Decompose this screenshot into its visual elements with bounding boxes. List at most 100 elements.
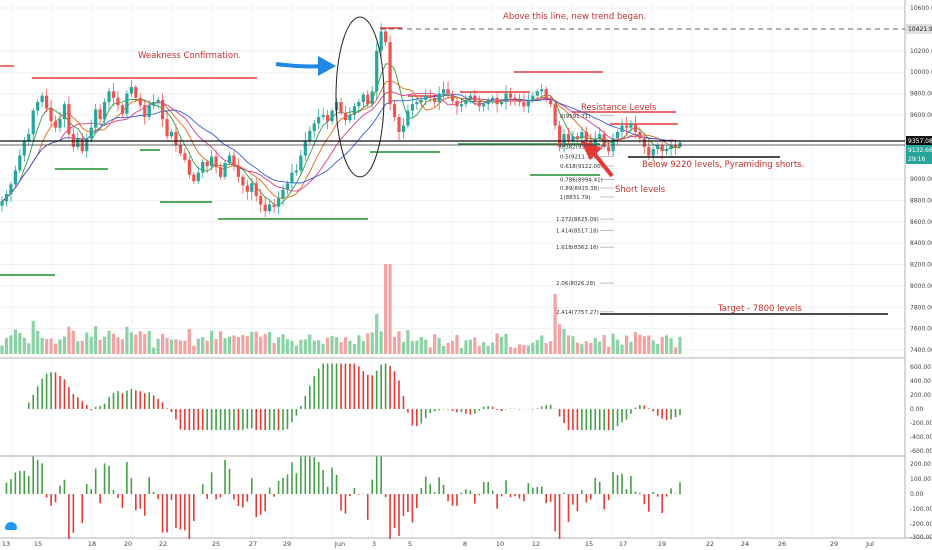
volume-bar — [522, 345, 526, 354]
volume-bar — [343, 337, 348, 354]
volume-bar — [589, 342, 593, 354]
moving-averages — [1, 63, 681, 206]
badge-timer-bg — [906, 154, 932, 164]
candle-body — [178, 144, 183, 154]
volume-bar — [624, 335, 629, 354]
candle-body — [370, 91, 374, 105]
volume-bar — [4, 337, 9, 354]
volume-bar — [665, 335, 669, 354]
volume-bar — [495, 333, 499, 354]
volume-bar — [348, 340, 352, 354]
annotation-pyramiding: Below 9220 levels, Pyramiding shorts. — [642, 160, 805, 170]
candle-body — [620, 125, 624, 132]
fib-label: 0(9591.71) — [560, 114, 591, 120]
volume-bar — [268, 332, 272, 354]
volume-bar — [192, 345, 196, 354]
volume-bar — [13, 329, 17, 354]
volume-bar — [174, 339, 178, 354]
macd-tick-label: 600.00 — [910, 364, 931, 371]
volume-bar — [638, 334, 642, 354]
logo-icon[interactable] — [5, 522, 17, 530]
volume-bar — [254, 331, 258, 354]
chart-drawings — [0, 16, 905, 315]
volume-bar — [428, 347, 432, 354]
price-tick-label: 9000.00 — [910, 176, 932, 183]
time-tick-label: 26 — [778, 540, 786, 548]
badge-top-price: 10421.95 — [908, 26, 932, 33]
candle-body — [326, 114, 330, 122]
volume-bar — [410, 341, 414, 354]
price-tick-label: 8400.00 — [910, 240, 932, 247]
candle-body — [290, 172, 294, 184]
volume-bar — [152, 347, 156, 354]
volume-bar — [31, 320, 35, 354]
volume-bar — [308, 334, 312, 354]
volume-bar — [76, 341, 80, 354]
volume-bar — [263, 334, 267, 354]
volume-bar — [290, 340, 294, 354]
candle-body — [245, 185, 249, 192]
candle-body — [508, 93, 513, 98]
badge-current-price-bg — [906, 136, 932, 146]
time-tick-label: 10 — [496, 540, 504, 548]
fib-label: 1.272(8625.09) — [556, 217, 599, 223]
candle-body — [120, 105, 125, 114]
price-tick-label: 8800.00 — [910, 197, 932, 204]
volume-bar — [629, 341, 633, 354]
candle-body — [584, 131, 588, 141]
moving-average-line — [1, 93, 681, 202]
volume-bar — [566, 335, 571, 354]
volume-bar — [201, 337, 205, 354]
candle-body — [593, 138, 597, 147]
volume-bar — [187, 328, 191, 354]
macd-tick-label: 0.00 — [910, 406, 924, 413]
moving-average-line — [1, 63, 681, 206]
candle-body — [210, 156, 214, 167]
candle-body — [236, 166, 241, 177]
volume-bar — [330, 336, 334, 354]
candle-body — [499, 102, 504, 105]
candle-body — [129, 87, 133, 94]
candle-body — [477, 102, 481, 107]
volume-bar — [120, 339, 125, 354]
volume-bar — [352, 343, 356, 354]
fib-label: 0.382(9301.91) — [560, 145, 603, 151]
macd-tick-label: 200.00 — [910, 392, 931, 399]
macd-tick-label: -600.00 — [910, 448, 932, 455]
volume-bar — [223, 338, 227, 354]
volume-bar — [241, 335, 245, 354]
candle-body — [531, 95, 535, 100]
candle-body — [254, 183, 258, 197]
volume-bar — [392, 336, 397, 354]
volume-bar — [375, 314, 379, 354]
highlight-ellipse — [335, 16, 385, 178]
volume-bar — [111, 333, 116, 354]
volume-bar — [147, 331, 151, 354]
volume-bar — [549, 341, 553, 354]
volume-bar — [294, 345, 298, 354]
candle-body — [352, 106, 356, 115]
annotation-weakness: Weakness Confirmation. — [138, 51, 242, 61]
candle-body — [406, 110, 410, 126]
candle-body — [174, 131, 178, 145]
time-tick-label: 27 — [249, 540, 257, 548]
horizontal-levels — [0, 27, 678, 276]
candle-body — [268, 204, 272, 212]
candle-body — [330, 110, 334, 122]
candle-body — [633, 123, 637, 132]
candle-body — [415, 102, 419, 105]
candle-body — [22, 140, 26, 156]
volume-bars — [0, 264, 682, 354]
fib-label: 0.618(9122.00) — [560, 164, 603, 170]
fib-label: 1.414(8517.18) — [556, 229, 599, 235]
candle-body — [76, 138, 80, 147]
candle-body — [294, 170, 298, 173]
candle-body — [446, 89, 450, 95]
candle-body — [312, 123, 316, 131]
candle-body — [517, 99, 522, 103]
volume-bar — [236, 336, 241, 354]
candle-body — [276, 198, 281, 207]
candle-body — [673, 144, 678, 147]
